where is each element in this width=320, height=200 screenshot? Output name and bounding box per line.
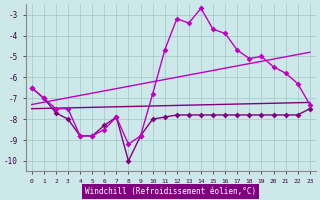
X-axis label: Windchill (Refroidissement éolien,°C): Windchill (Refroidissement éolien,°C) bbox=[85, 187, 256, 196]
